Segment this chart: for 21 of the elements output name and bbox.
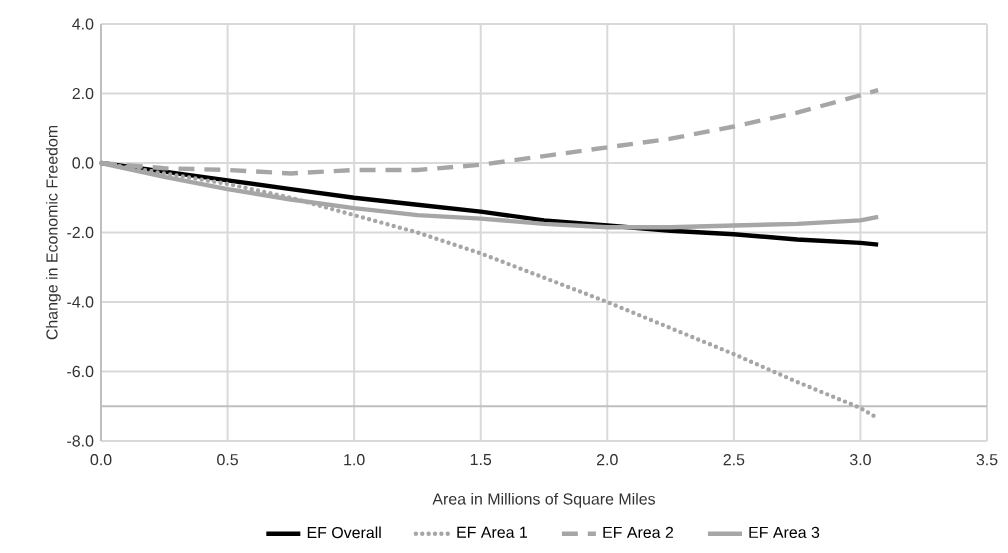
x-tick-label: 2.0 (597, 454, 618, 466)
y-tick-label: 2.0 (72, 87, 94, 100)
legend-label: EF Area 2 (603, 526, 674, 539)
legend-label: EF Area 3 (749, 526, 820, 539)
x-tick-label: 0.0 (90, 454, 112, 466)
x-tick-label: 1.0 (344, 454, 365, 466)
y-tick-label: -8.0 (67, 435, 94, 447)
y-tick-label: -6.0 (67, 365, 94, 378)
y-tick-label: 4.0 (72, 18, 94, 30)
legend-label: EF Overall (307, 526, 381, 539)
y-tick-label: -4.0 (67, 296, 94, 308)
legend-label: EF Area 1 (457, 526, 528, 538)
y-tick-label: 0.0 (72, 157, 94, 169)
x-tick-label: 2.5 (723, 454, 745, 466)
x-axis-title: Area in Millions of Square Miles (432, 492, 656, 508)
x-tick-label: 0.5 (217, 454, 238, 466)
x-tick-label: 1.5 (470, 454, 492, 466)
x-tick-label: 3.0 (849, 454, 871, 466)
y-tick-label: -2.0 (67, 226, 94, 239)
x-tick-label: 3.5 (976, 454, 998, 466)
y-axis-title: Change in Economic Freedom (45, 125, 61, 340)
